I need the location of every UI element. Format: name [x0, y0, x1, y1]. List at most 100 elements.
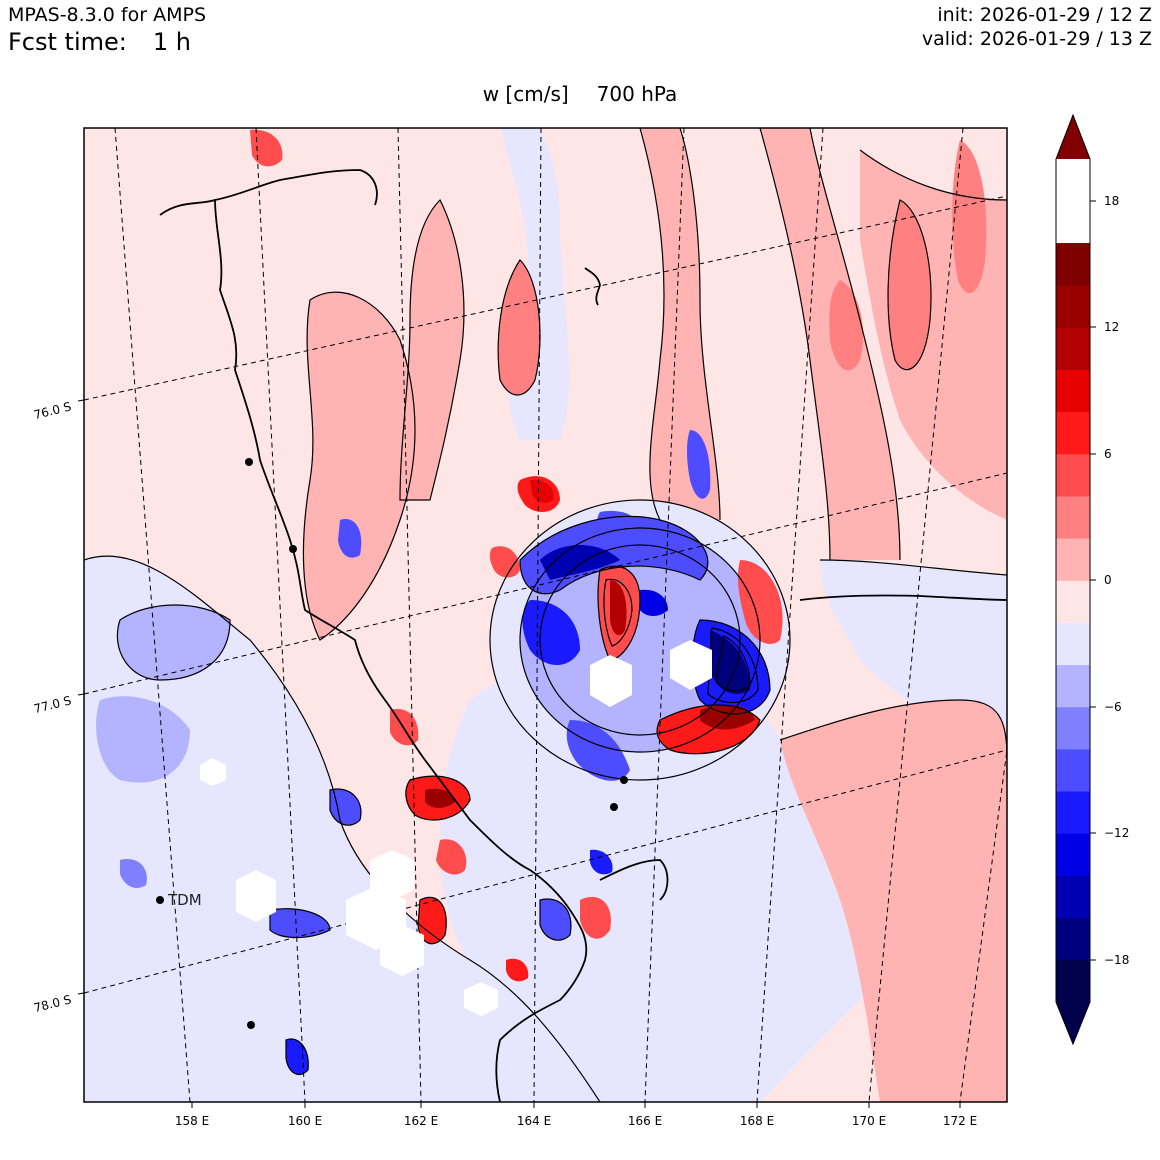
neg-blob-ne [687, 430, 711, 499]
contour-20 [779, 699, 1007, 761]
pos-blob-w [489, 546, 520, 578]
mask-3 [200, 758, 226, 786]
colorbar-extend-high [1056, 115, 1090, 159]
pos-streak-2 [760, 128, 900, 560]
map-area: TDM [84, 128, 1007, 1102]
colorbar-segment [1055, 875, 1091, 918]
ring-pos-center-core [610, 580, 627, 636]
colorbar-segment [1055, 664, 1091, 708]
pos-region-se [780, 700, 1007, 1102]
contour-5 [707, 627, 759, 704]
station-dot [247, 1021, 255, 1029]
lon-line-166 [644, 128, 685, 1102]
colorbar-segment [1055, 411, 1091, 455]
cell-neg-6 [338, 519, 362, 558]
colorbar-label-neg12: −12 [1104, 826, 1129, 840]
contour-9 [603, 578, 633, 647]
contour-14 [809, 128, 901, 561]
contour-24 [269, 908, 331, 939]
coastline-island [584, 267, 601, 306]
contour-21 [116, 604, 231, 681]
valid-time: valid: 2026-01-29 / 13 Z [921, 28, 1152, 50]
colorbar-segment [1055, 580, 1091, 623]
station-dots [156, 458, 628, 1029]
neg-field-south [439, 656, 900, 1102]
lon-line-168 [756, 128, 824, 1102]
cell-pos-3 [418, 897, 447, 944]
colorbar-segment [1055, 622, 1091, 666]
neg-blob-c [640, 589, 668, 616]
contour-13 [759, 128, 831, 561]
pos-streak-3 [400, 200, 464, 500]
colorbar-segment [1055, 369, 1091, 413]
contour-29 [285, 1038, 309, 1075]
lon-line-158 [114, 128, 191, 1102]
contour-10 [656, 704, 761, 755]
cell-pos-7 [530, 479, 554, 503]
ring-pos-east [737, 560, 783, 644]
contour-17 [497, 259, 541, 396]
lon-label-160: 160 E [288, 1114, 322, 1128]
lon-line-160 [255, 128, 306, 1102]
colorbar-label-neg6: −6 [1104, 700, 1122, 714]
cell-neg-3 [540, 899, 571, 941]
ring-neg-west [522, 600, 580, 665]
contour-28 [859, 149, 1007, 201]
station-dot [245, 458, 253, 466]
colorbar-segment [1055, 327, 1091, 371]
init-time: init: 2026-01-29 / 12 Z [937, 4, 1152, 26]
contour-25 [329, 788, 362, 826]
contour-11 [639, 128, 665, 521]
lon-label-162: 162 E [404, 1114, 438, 1128]
lon-line-170 [868, 128, 964, 1102]
contour-2 [519, 527, 761, 753]
lon-tick-labels: 158 E 160 E 162 E 164 E 166 E 168 E 170 … [175, 1114, 977, 1128]
contour-6 [715, 635, 751, 692]
cell-neg-2 [270, 908, 330, 938]
contour-26 [539, 898, 572, 941]
map-frame [83, 127, 1008, 1103]
pos-core-e [829, 280, 864, 371]
mask-2 [670, 640, 712, 690]
contour-12 [679, 128, 721, 521]
cell-neg-4 [590, 849, 613, 875]
cell-pos-north [250, 129, 283, 167]
mask-5 [370, 850, 414, 900]
cell-neg-7 [120, 859, 147, 888]
forecast-time: Fcst time: 1 h [8, 28, 191, 56]
colorbar-extend-low [1056, 1002, 1090, 1044]
station-label-tdm: TDM [167, 891, 202, 909]
pos-core-ne [888, 200, 931, 370]
cell-pos-6 [506, 958, 529, 982]
lon-line-164 [533, 128, 542, 1102]
coastline [159, 169, 1007, 1102]
ring-neg-east-core [710, 630, 750, 694]
lon-label-168: 168 E [740, 1114, 774, 1128]
colorbar-outline [1055, 113, 1091, 1046]
forecast-time-label: Fcst time: [8, 28, 127, 56]
lon-label-170: 170 E [852, 1114, 886, 1128]
lon-label-158: 158 E [175, 1114, 209, 1128]
colorbar-label-6: 6 [1104, 447, 1112, 461]
cell-pos-1-core [425, 788, 455, 808]
field-variable: w [cm/s] [482, 82, 569, 106]
colorbar-label-12: 12 [1104, 320, 1119, 334]
station-dot [289, 545, 297, 553]
mask-8 [464, 982, 498, 1016]
southern-cells [120, 129, 613, 1075]
lat-line-76 [84, 195, 1007, 401]
contour-3 [539, 544, 741, 736]
lat-line-78 [84, 749, 1007, 994]
contour-15 [302, 291, 416, 641]
colorbar-segment [1055, 748, 1091, 792]
colorbar-segment [1055, 243, 1091, 286]
contour-lines [84, 128, 1007, 1102]
colorbar [1055, 113, 1091, 1046]
field-title: w [cm/s] 700 hPa [0, 82, 1160, 106]
mask-7 [380, 925, 424, 976]
ring-neg-north-core [540, 545, 620, 580]
colorbar-label-18: 18 [1104, 194, 1119, 208]
colorbar-label-0: 0 [1104, 573, 1112, 587]
colorbar-segment [1055, 791, 1091, 834]
